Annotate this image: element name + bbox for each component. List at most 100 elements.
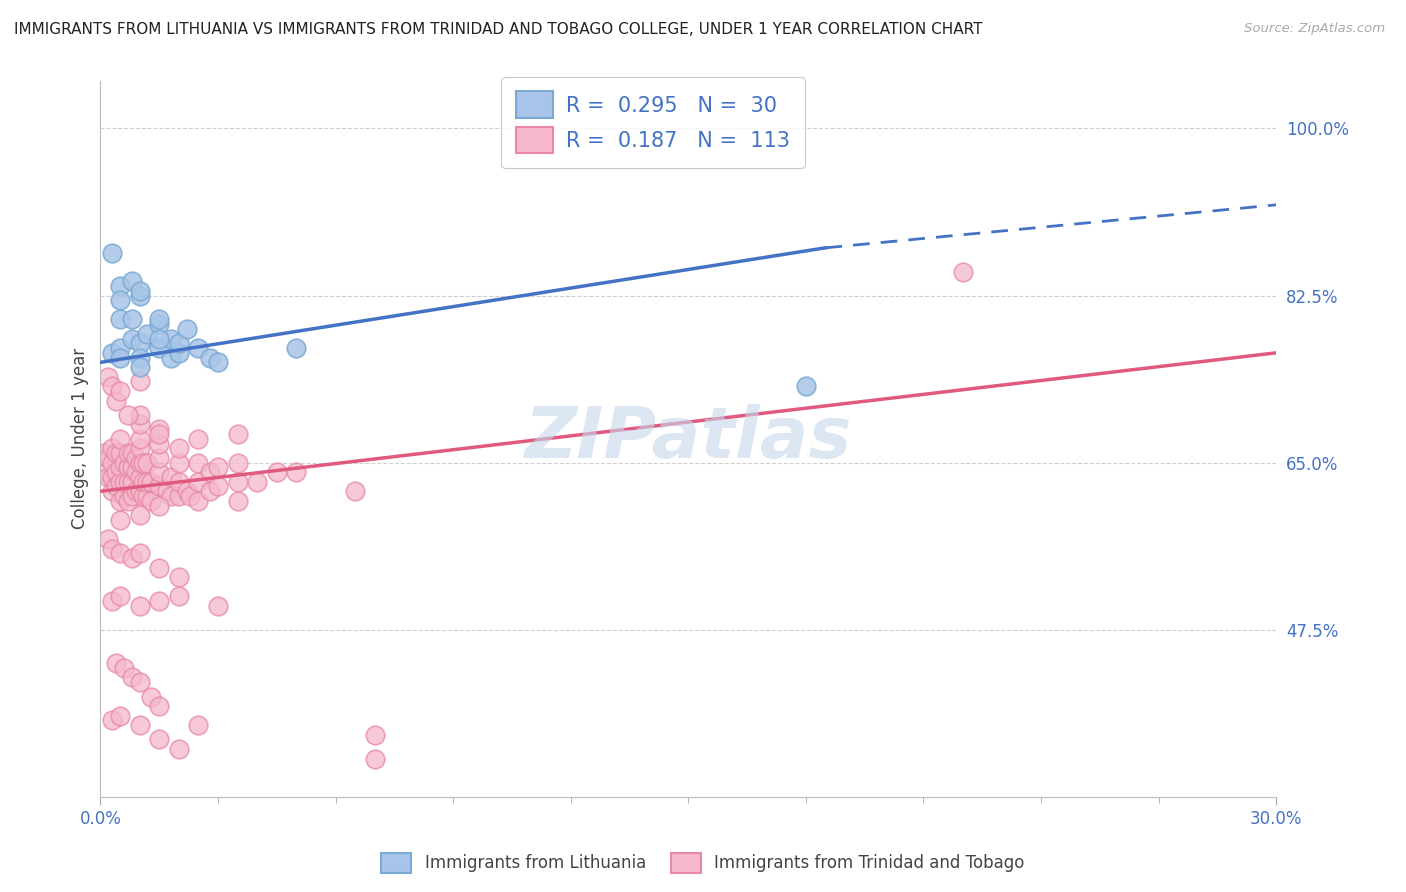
Point <box>128 375 150 389</box>
Point <box>121 332 143 346</box>
Point <box>132 489 155 503</box>
Text: Source: ZipAtlas.com: Source: ZipAtlas.com <box>1244 22 1385 36</box>
Point <box>148 450 170 465</box>
Point <box>160 351 183 365</box>
Point <box>148 332 170 346</box>
Point <box>148 427 170 442</box>
Point <box>108 279 131 293</box>
Point <box>148 479 170 493</box>
Legend: Immigrants from Lithuania, Immigrants from Trinidad and Tobago: Immigrants from Lithuania, Immigrants fr… <box>374 847 1032 880</box>
Point <box>124 450 146 465</box>
Point <box>128 546 150 560</box>
Point <box>121 274 143 288</box>
Point <box>167 570 190 584</box>
Point <box>128 432 150 446</box>
Point <box>128 470 150 484</box>
Point <box>198 465 221 479</box>
Point <box>160 332 183 346</box>
Point <box>101 541 124 556</box>
Point <box>93 446 115 460</box>
Point <box>101 714 124 728</box>
Point <box>117 408 139 422</box>
Point <box>148 312 170 326</box>
Point <box>97 369 120 384</box>
Point <box>108 708 131 723</box>
Point <box>128 599 150 613</box>
Point <box>128 718 150 732</box>
Point <box>121 475 143 489</box>
Point <box>101 346 124 360</box>
Point <box>198 351 221 365</box>
Point <box>148 436 170 450</box>
Point <box>187 432 209 446</box>
Point <box>226 493 249 508</box>
Point <box>101 594 124 608</box>
Point <box>128 442 150 456</box>
Point <box>187 341 209 355</box>
Point <box>148 465 170 479</box>
Point <box>132 475 155 489</box>
Point <box>167 456 190 470</box>
Point <box>121 460 143 475</box>
Point <box>141 493 163 508</box>
Point <box>207 599 229 613</box>
Point <box>363 728 385 742</box>
Point <box>101 484 124 499</box>
Point <box>97 532 120 546</box>
Text: IMMIGRANTS FROM LITHUANIA VS IMMIGRANTS FROM TRINIDAD AND TOBAGO COLLEGE, UNDER : IMMIGRANTS FROM LITHUANIA VS IMMIGRANTS … <box>14 22 983 37</box>
Point <box>128 675 150 690</box>
Point <box>105 479 128 493</box>
Point <box>101 442 124 456</box>
Point <box>167 475 190 489</box>
Point <box>108 475 131 489</box>
Point <box>167 346 190 360</box>
Point <box>226 427 249 442</box>
Point <box>108 351 131 365</box>
Point <box>108 493 131 508</box>
Point <box>105 446 128 460</box>
Point <box>105 656 128 670</box>
Point <box>128 508 150 522</box>
Point <box>108 293 131 308</box>
Point <box>187 493 209 508</box>
Point <box>117 475 139 489</box>
Point <box>112 661 135 675</box>
Point <box>160 489 183 503</box>
Point <box>108 341 131 355</box>
Point <box>207 479 229 493</box>
Point <box>128 284 150 298</box>
Point <box>148 317 170 331</box>
Point <box>176 322 198 336</box>
Point <box>141 475 163 489</box>
Point <box>124 465 146 479</box>
Point <box>176 484 198 499</box>
Point <box>187 718 209 732</box>
Point <box>101 456 124 470</box>
Point <box>285 341 308 355</box>
Point <box>136 475 159 489</box>
Point <box>167 336 190 351</box>
Point <box>167 589 190 603</box>
Text: ZIPatlas: ZIPatlas <box>524 404 852 474</box>
Point <box>101 379 124 393</box>
Point <box>128 288 150 302</box>
Point <box>108 384 131 398</box>
Point <box>148 499 170 513</box>
Point <box>108 513 131 527</box>
Point <box>93 465 115 479</box>
Point <box>344 484 367 499</box>
Point <box>198 484 221 499</box>
Point <box>108 460 131 475</box>
Point <box>128 408 150 422</box>
Point <box>112 489 135 503</box>
Point <box>121 551 143 566</box>
Point <box>160 470 183 484</box>
Y-axis label: College, Under 1 year: College, Under 1 year <box>72 348 89 529</box>
Point <box>101 470 124 484</box>
Point <box>156 484 179 499</box>
Point <box>141 690 163 704</box>
Point <box>148 732 170 747</box>
Point <box>148 422 170 436</box>
Point <box>112 475 135 489</box>
Point <box>117 446 139 460</box>
